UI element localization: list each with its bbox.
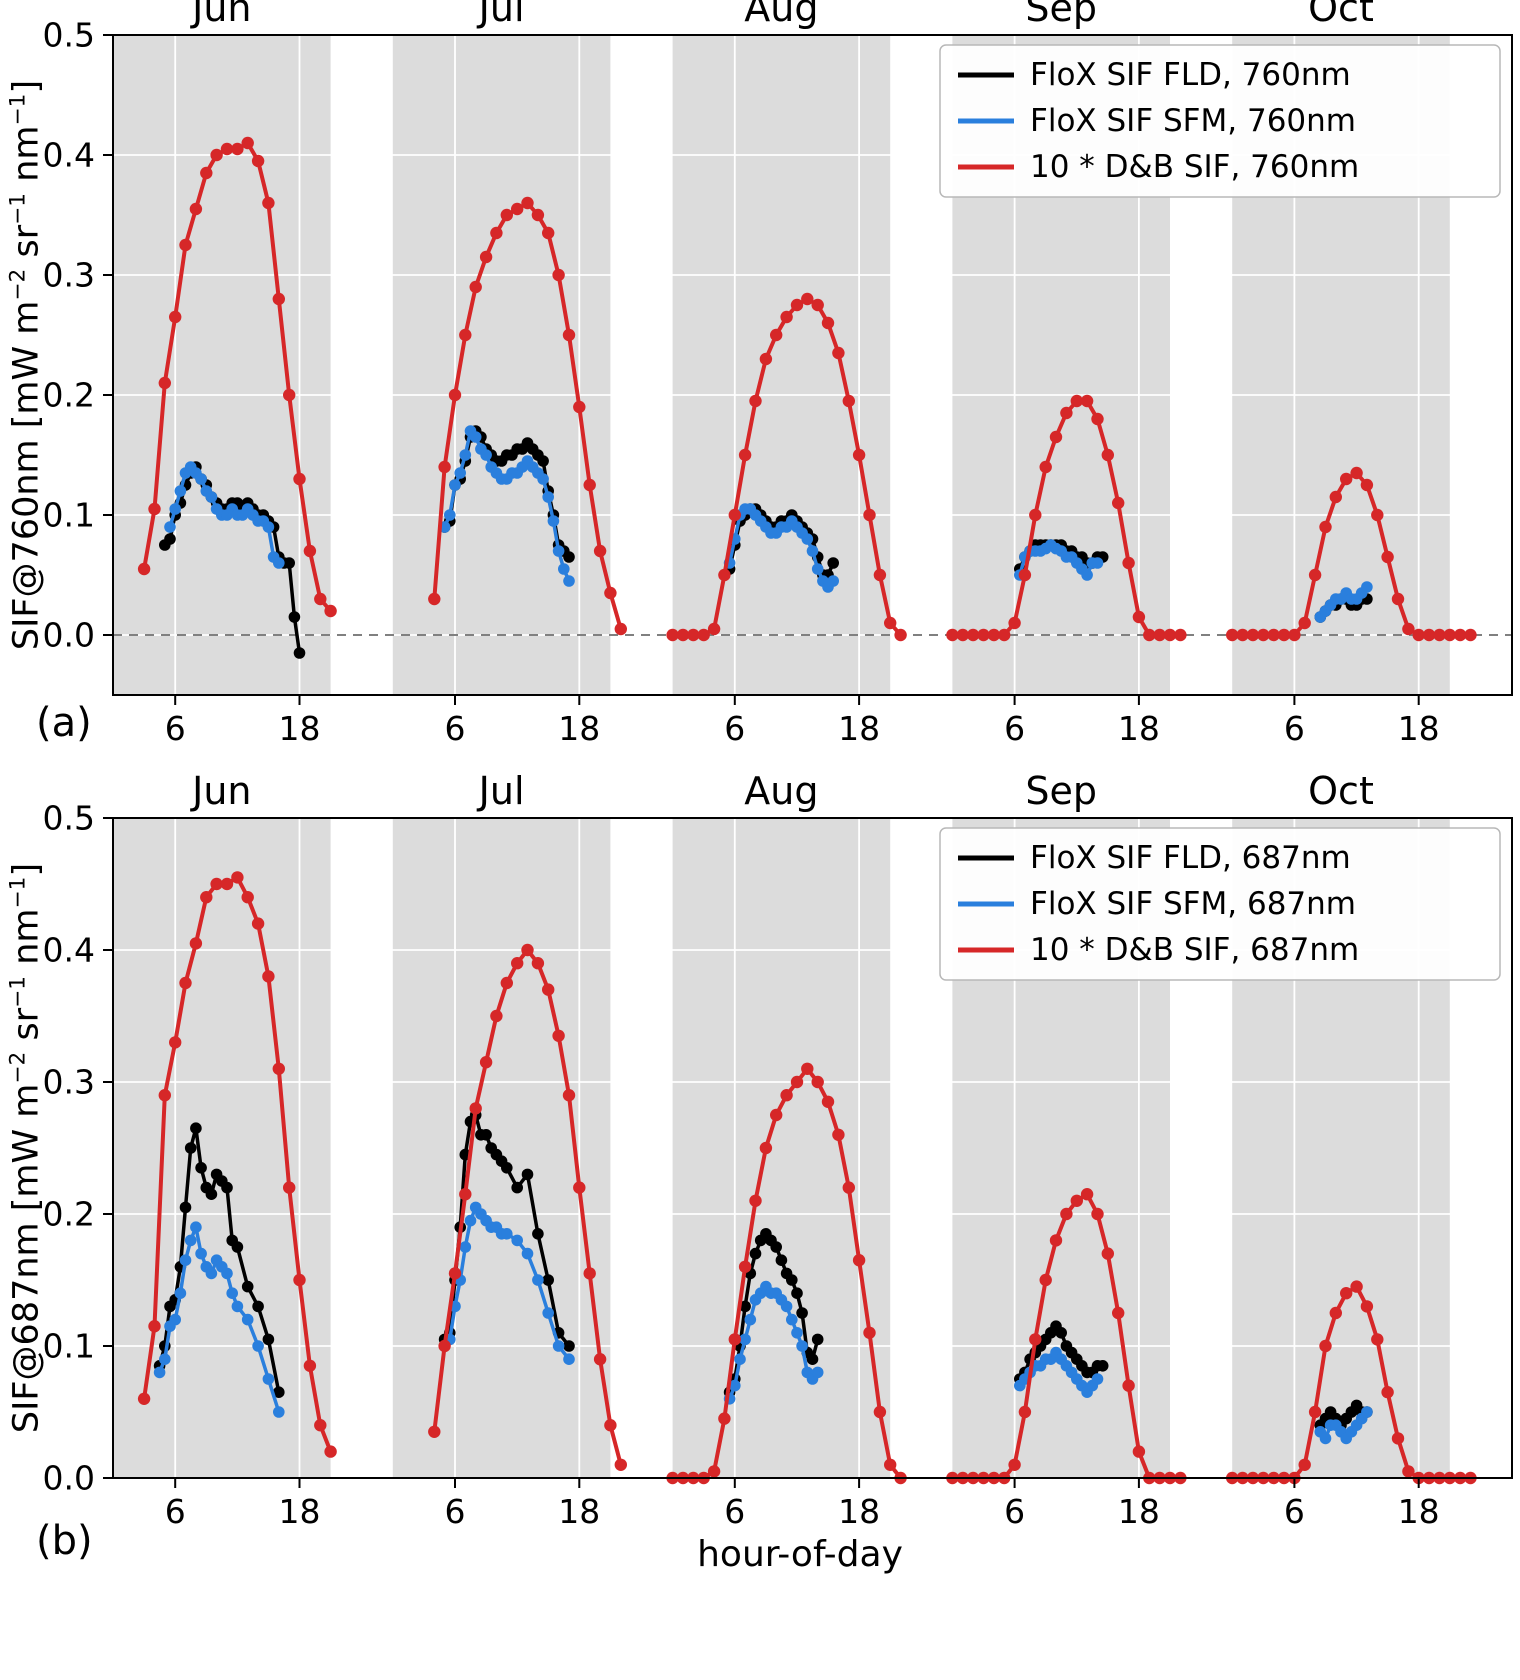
month-title-oct: Oct [1308, 769, 1374, 813]
month-band-jul [392, 818, 611, 1478]
ylabel-b-exp2: −1 [5, 975, 31, 1008]
month-title-sep: Sep [1025, 769, 1097, 813]
ylabel-b-suffix: ] [6, 862, 47, 877]
xtick-label: 18 [1398, 1492, 1440, 1531]
month-title-aug: Aug [744, 769, 818, 813]
ytick-label: 0.5 [43, 16, 95, 55]
panel-a: 0.0 0.1 0.2 0.3 0.4 0.5 6 18 6 18 6 18 6 18 6 18 Jun Jul A… [43, 0, 1513, 748]
ytick-label: 0.3 [43, 256, 95, 295]
xtick-label: 6 [1284, 709, 1305, 748]
xtick-label: 18 [838, 709, 880, 748]
ytick-label: 0.2 [43, 376, 95, 415]
ylabel-panel-a: SIF@760nm [mW m−2 sr−1 nm−1] [6, 80, 47, 650]
month-title-oct: Oct [1308, 0, 1374, 30]
month-band-jun [113, 35, 331, 695]
ytick-label: 0.2 [43, 1195, 95, 1234]
ylabel-a-mid2: nm [6, 125, 47, 193]
series-sfm [164, 425, 1373, 623]
ytick-label: 0.3 [43, 1063, 95, 1102]
x-axis-title: hour-of-day [697, 1534, 903, 1575]
xtick-label: 18 [558, 1492, 600, 1531]
xtick-label: 6 [445, 709, 466, 748]
xtick-label: 18 [838, 1492, 880, 1531]
legend-label: FloX SIF SFM, 687nm [1030, 886, 1356, 922]
legend-label: FloX SIF FLD, 760nm [1030, 57, 1351, 93]
ytick-label: 0.5 [43, 799, 95, 838]
month-band-aug [672, 35, 891, 695]
ylabel-panel-b: SIF@687nm [mW m−2 sr−1 nm−1] [6, 863, 47, 1433]
ylabel-b-exp1: −2 [5, 1051, 31, 1084]
xtick-label: 6 [1284, 1492, 1305, 1531]
xtick-label: 18 [1118, 1492, 1160, 1531]
ytick-label: 0.4 [43, 136, 95, 175]
ylabel-a-prefix: SIF@760nm [mW m [6, 300, 47, 651]
legend: FloX SIF FLD, 760nm FloX SIF SFM, 760nm 10… [939, 44, 1501, 198]
legend-label: 10 * D&B SIF, 760nm [1030, 149, 1359, 185]
xtick-label: 6 [165, 1492, 186, 1531]
axes-frame [112, 817, 1513, 1479]
series-db [137, 136, 1477, 642]
ytick-label: 0.0 [43, 1459, 95, 1498]
month-title-aug: Aug [744, 0, 818, 30]
month-title-jun: Jun [190, 0, 251, 30]
xtick-label: 18 [279, 709, 321, 748]
legend-label: 10 * D&B SIF, 687nm [1030, 932, 1359, 968]
legend-label: FloX SIF FLD, 687nm [1030, 840, 1351, 876]
xtick-label: 18 [558, 709, 600, 748]
axes-frame [112, 34, 1513, 696]
ylabel-b-prefix: SIF@687nm [mW m [6, 1083, 47, 1434]
xtick-label: 6 [724, 709, 745, 748]
xtick-label: 6 [724, 1492, 745, 1531]
ytick-label: 0.0 [43, 616, 95, 655]
month-title-sep: Sep [1025, 0, 1097, 30]
legend-box [939, 827, 1501, 981]
xtick-label: 6 [1004, 709, 1025, 748]
xtick-label: 6 [1004, 1492, 1025, 1531]
xtick-label: 18 [1118, 709, 1160, 748]
ylabel-b-mid1: sr [6, 1007, 47, 1052]
month-band-aug [672, 818, 891, 1478]
ytick-label: 0.1 [43, 496, 95, 535]
xtick-label: 6 [445, 1492, 466, 1531]
ytick-label: 0.1 [43, 1327, 95, 1366]
panel-label-a: (a) [36, 700, 92, 746]
month-title-jun: Jun [190, 769, 251, 813]
series-db [137, 871, 1477, 1485]
legend: FloX SIF FLD, 687nm FloX SIF SFM, 687nm 10… [939, 827, 1501, 981]
ylabel-a-exp3: −1 [5, 93, 31, 126]
month-band-jul [392, 35, 611, 695]
legend-box [939, 44, 1501, 198]
legend-label: FloX SIF SFM, 760nm [1030, 103, 1356, 139]
ylabel-a-suffix: ] [6, 79, 47, 94]
series-sfm [153, 1201, 1373, 1445]
ylabel-a-exp1: −2 [5, 268, 31, 301]
ylabel-a-mid1: sr [6, 224, 47, 269]
ylabel-b-mid2: nm [6, 908, 47, 976]
ylabel-b-exp3: −1 [5, 876, 31, 909]
xtick-label: 18 [1398, 709, 1440, 748]
xtick-label: 18 [279, 1492, 321, 1531]
panel-label-b: (b) [36, 1518, 93, 1564]
month-title-jul: Jul [477, 0, 525, 30]
ytick-label: 0.4 [43, 931, 95, 970]
xtick-label: 6 [165, 709, 186, 748]
month-title-jul: Jul [477, 769, 525, 813]
panel-b: 0.0 0.1 0.2 0.3 0.4 0.5 6 18 6 18 6 18 6 18 6 18 Jun Jul A… [43, 769, 1513, 1531]
ylabel-a-exp2: −1 [5, 192, 31, 225]
